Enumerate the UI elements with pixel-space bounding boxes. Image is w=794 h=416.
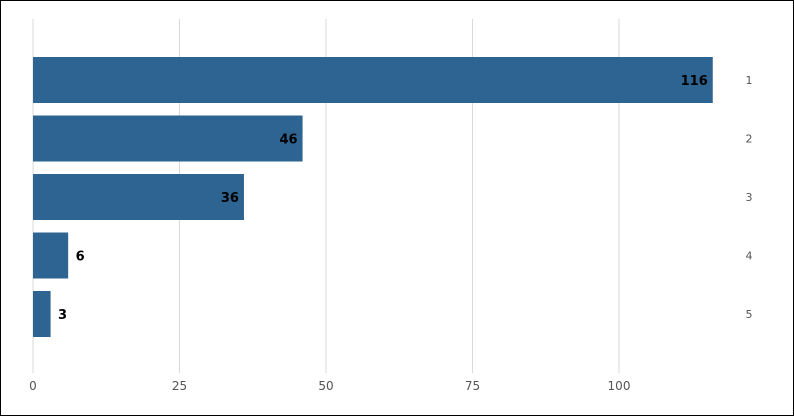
data-label: 6 <box>76 250 85 265</box>
bar <box>33 291 51 337</box>
x-tick-label: 50 <box>318 379 333 393</box>
data-labels: 116 46 36 6 3 <box>58 74 708 323</box>
category-label: 3 <box>746 191 753 204</box>
x-axis-ticks: 0 25 50 75 100 <box>29 379 630 393</box>
category-label: 1 <box>746 74 753 87</box>
data-label: 116 <box>681 74 708 89</box>
data-label: 36 <box>221 191 239 206</box>
category-label: 2 <box>746 133 753 146</box>
category-labels: 1 2 3 4 5 <box>746 74 753 321</box>
bar <box>33 174 244 220</box>
x-tick-label: 25 <box>172 379 187 393</box>
category-label: 5 <box>746 308 753 321</box>
data-label: 46 <box>279 133 297 148</box>
bar <box>33 115 303 162</box>
x-tick-label: 100 <box>608 379 631 393</box>
data-label: 3 <box>58 308 67 323</box>
x-tick-label: 75 <box>465 379 480 393</box>
bar <box>33 232 69 279</box>
bar <box>33 57 713 103</box>
bars <box>33 57 713 337</box>
category-label: 4 <box>746 250 753 263</box>
x-tick-label: 0 <box>29 379 37 393</box>
